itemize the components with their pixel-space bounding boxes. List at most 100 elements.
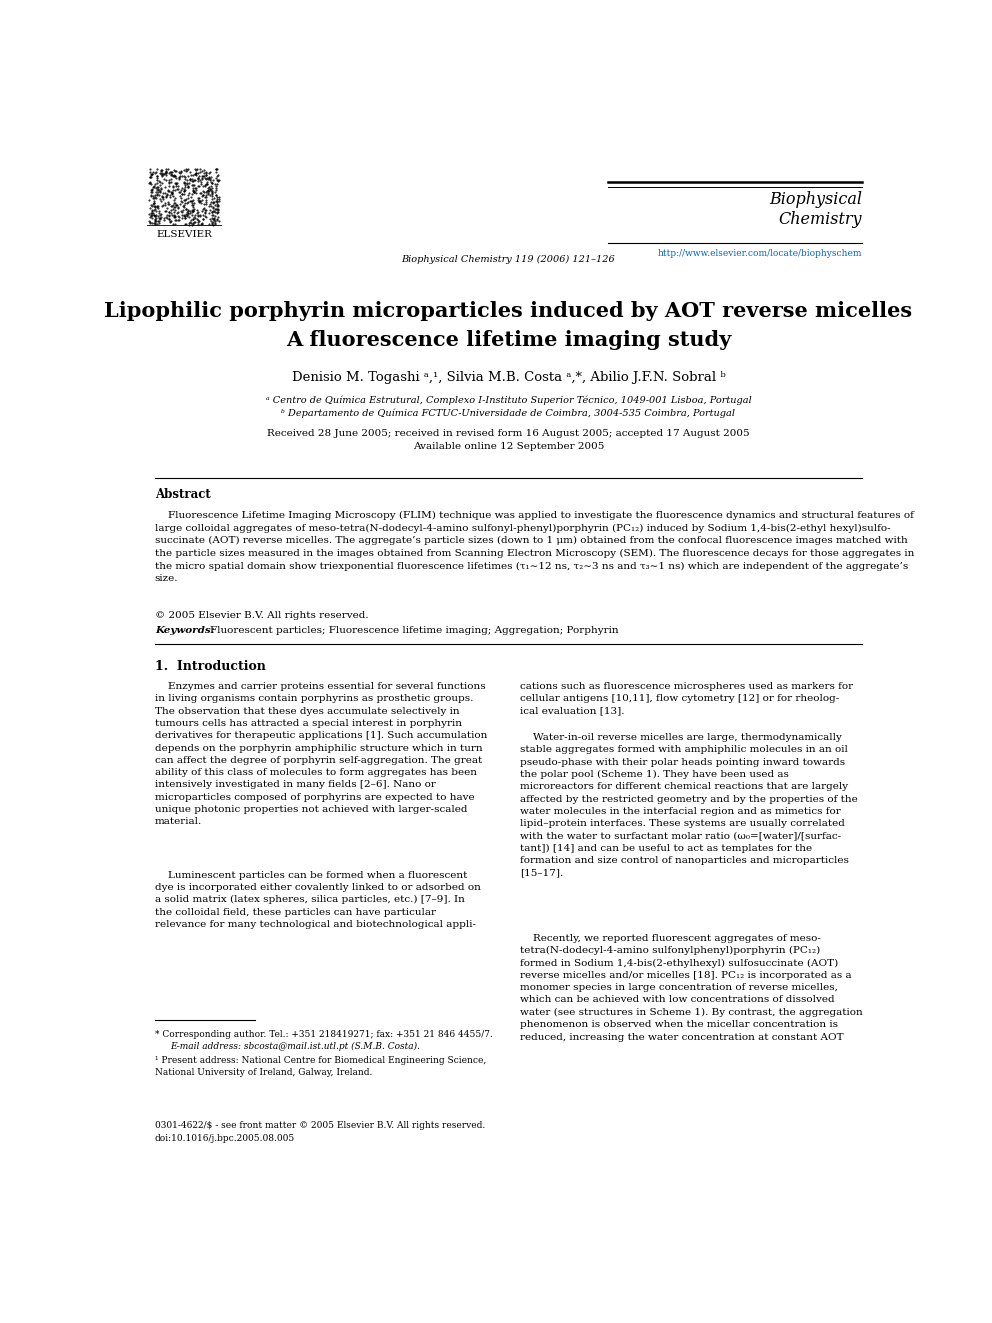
Point — [184, 191, 199, 212]
Point — [187, 163, 203, 184]
Point — [203, 201, 219, 222]
Text: Received 28 June 2005; received in revised form 16 August 2005; accepted 17 Augu: Received 28 June 2005; received in revis… — [267, 429, 750, 438]
Point — [197, 168, 213, 189]
Point — [145, 161, 161, 183]
Point — [183, 168, 198, 189]
Point — [150, 177, 166, 198]
Point — [169, 194, 185, 216]
Point — [179, 172, 194, 193]
Point — [172, 185, 187, 206]
Point — [144, 164, 160, 185]
Point — [171, 181, 186, 202]
Point — [157, 200, 173, 221]
Point — [199, 180, 215, 201]
Point — [144, 196, 160, 217]
Point — [161, 180, 177, 201]
Point — [152, 208, 168, 229]
Point — [179, 188, 194, 209]
Point — [150, 210, 166, 232]
Point — [208, 198, 224, 220]
Point — [183, 212, 198, 233]
Point — [197, 205, 213, 226]
Point — [186, 212, 202, 233]
Point — [207, 198, 223, 220]
Point — [205, 205, 221, 226]
Point — [186, 193, 202, 214]
Point — [205, 208, 221, 229]
Point — [147, 204, 163, 225]
Point — [188, 177, 204, 198]
Point — [210, 201, 226, 222]
Point — [172, 181, 187, 202]
Point — [202, 179, 218, 200]
Point — [143, 206, 159, 228]
Point — [180, 165, 195, 187]
Point — [202, 194, 218, 216]
Point — [161, 201, 177, 222]
Point — [176, 196, 191, 217]
Point — [149, 165, 165, 187]
Point — [147, 213, 163, 234]
Point — [186, 206, 201, 228]
Point — [171, 202, 186, 224]
Point — [148, 201, 164, 222]
Point — [194, 184, 210, 205]
Point — [183, 213, 198, 234]
Point — [177, 206, 192, 228]
Text: Denisio M. Togashi ᵃ,¹, Silvia M.B. Costa ᵃ,*, Abilio J.F.N. Sobral ᵇ: Denisio M. Togashi ᵃ,¹, Silvia M.B. Cost… — [292, 370, 725, 384]
Point — [194, 168, 210, 189]
Point — [150, 181, 166, 202]
Point — [203, 201, 219, 222]
Point — [146, 193, 162, 214]
Point — [151, 185, 167, 206]
Point — [149, 179, 165, 200]
Point — [180, 202, 195, 224]
Point — [195, 208, 211, 229]
Point — [169, 179, 185, 200]
Point — [210, 194, 226, 216]
Point — [152, 175, 168, 196]
Point — [182, 183, 197, 204]
Point — [168, 197, 184, 218]
Point — [144, 164, 160, 185]
Point — [147, 210, 163, 232]
Point — [154, 187, 170, 208]
Point — [206, 208, 222, 229]
Point — [142, 161, 158, 183]
Point — [203, 208, 219, 229]
Point — [186, 194, 201, 216]
Point — [168, 213, 184, 234]
Point — [207, 184, 223, 205]
Point — [145, 163, 161, 184]
Point — [148, 173, 164, 194]
Point — [164, 210, 180, 232]
Point — [173, 191, 188, 212]
Point — [151, 201, 167, 222]
Point — [191, 165, 207, 187]
Point — [143, 185, 159, 206]
Point — [186, 212, 201, 233]
Point — [161, 163, 177, 184]
Point — [202, 194, 218, 216]
Point — [194, 189, 210, 210]
Point — [142, 159, 158, 180]
Point — [168, 160, 184, 181]
Point — [208, 159, 224, 180]
Point — [152, 181, 168, 202]
Point — [142, 197, 158, 218]
Point — [147, 163, 163, 184]
Point — [162, 187, 178, 208]
Point — [198, 161, 214, 183]
Point — [192, 205, 208, 226]
Point — [172, 169, 187, 191]
Point — [166, 205, 182, 226]
Point — [182, 202, 197, 224]
Point — [164, 169, 180, 191]
Point — [195, 165, 211, 187]
Point — [194, 181, 210, 202]
Text: Fluorescence Lifetime Imaging Microscopy (FLIM) technique was applied to investi: Fluorescence Lifetime Imaging Microscopy… — [155, 511, 914, 583]
Point — [177, 184, 192, 205]
Point — [143, 173, 159, 194]
Point — [177, 205, 192, 226]
Point — [153, 177, 169, 198]
